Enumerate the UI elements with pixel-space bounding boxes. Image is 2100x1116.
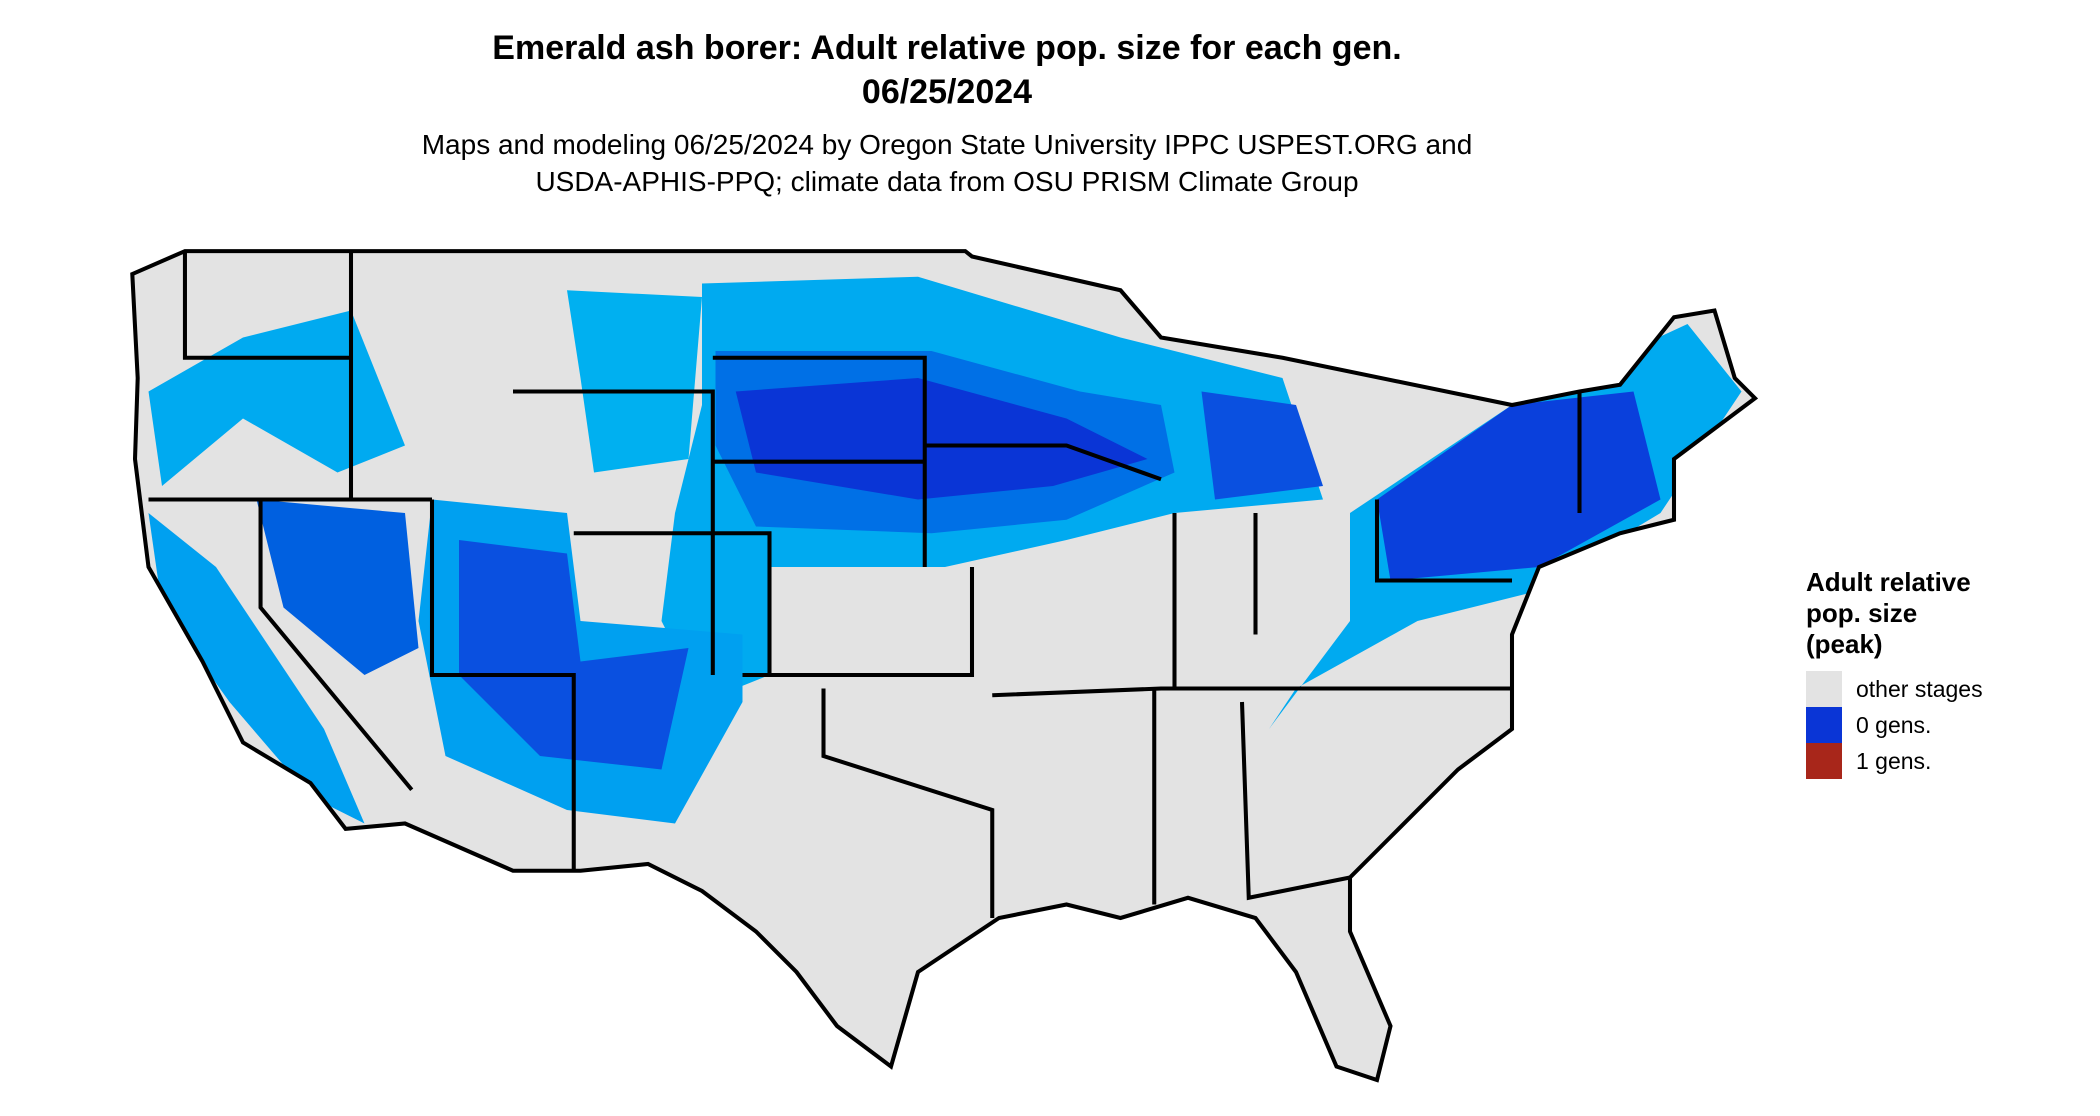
legend-swatch xyxy=(1806,707,1842,743)
subtitle: Maps and modeling 06/25/2024 by Oregon S… xyxy=(422,129,1473,160)
legend-label: 0 gens. xyxy=(1856,712,1931,738)
population-shading xyxy=(148,276,1742,824)
legend-title: pop. size xyxy=(1806,598,1917,628)
legend-swatch xyxy=(1806,671,1842,707)
legend-swatch xyxy=(1806,743,1842,779)
title: 06/25/2024 xyxy=(862,73,1032,111)
legend: other stages 0 gens. 1 gens. xyxy=(1806,671,1983,779)
legend-title: Adult relative xyxy=(1806,567,1971,597)
title: Emerald ash borer: Adult relative pop. s… xyxy=(492,29,1401,67)
legend-label: other stages xyxy=(1856,676,1983,702)
legend-label: 1 gens. xyxy=(1856,748,1931,774)
subtitle: USDA-APHIS-PPQ; climate data from OSU PR… xyxy=(535,166,1358,197)
legend-title: (peak) xyxy=(1806,629,1883,659)
map xyxy=(132,251,1755,1080)
